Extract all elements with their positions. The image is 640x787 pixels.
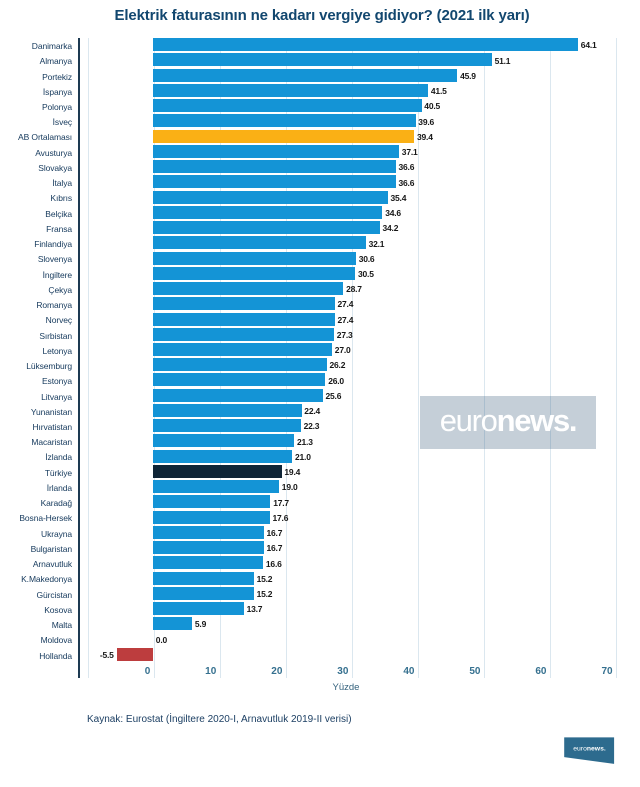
svg-text:euronews.: euronews.: [573, 746, 606, 753]
